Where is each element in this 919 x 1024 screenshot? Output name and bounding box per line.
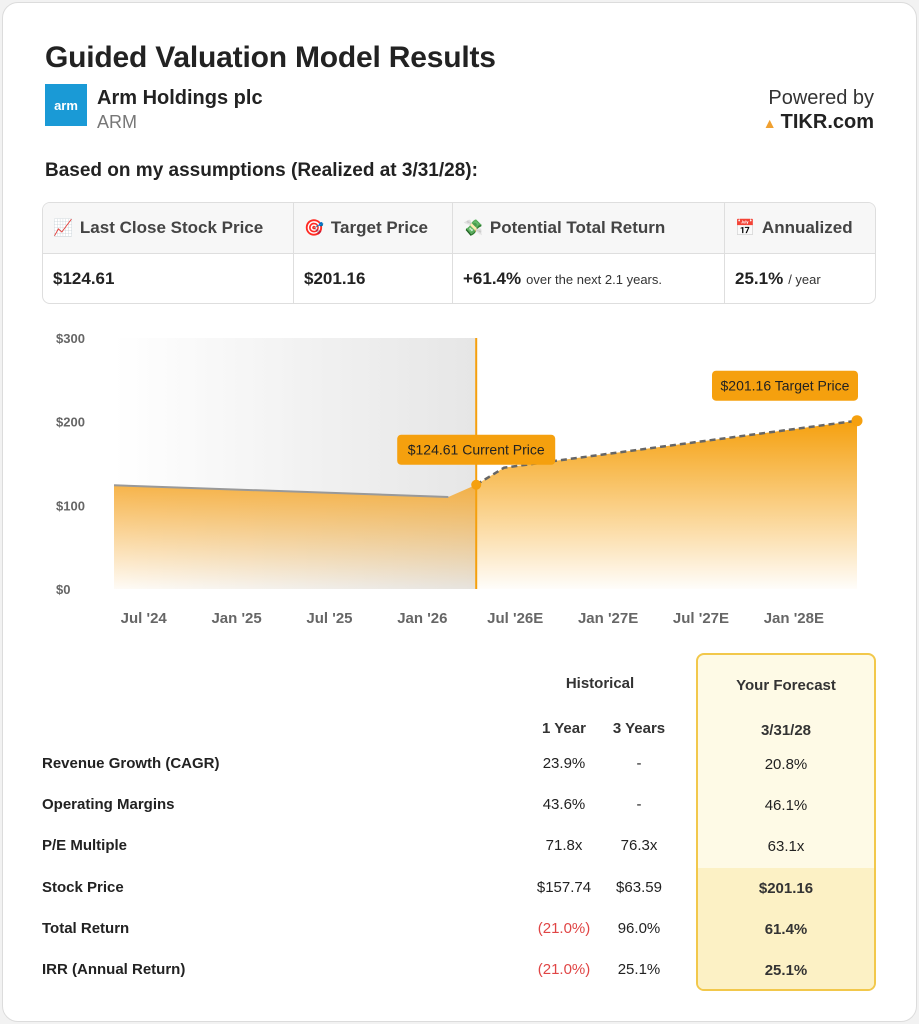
target-price-label: $201.16 Target Price <box>712 370 858 401</box>
metric-3-years: $63.59 <box>616 878 662 896</box>
col-1-year: 1 Year <box>542 720 586 737</box>
chart-up-icon: 📈 <box>53 220 73 237</box>
metrics-table: Historical Your Forecast 1 Year 3 Years … <box>0 650 919 991</box>
current-price-label: $124.61 Current Price <box>397 434 556 465</box>
summary-total-return: 💸 Potential Total Return +61.4% over the n… <box>453 203 725 303</box>
y-tick-label: $200 <box>56 415 85 430</box>
forecast-line <box>475 419 858 486</box>
tikr-logo-icon: ▲ <box>762 114 777 131</box>
forecast-area <box>476 420 857 589</box>
money-icon: 💸 <box>463 220 483 237</box>
metric-3-years: 76.3x <box>620 837 658 855</box>
x-tick-label: Jan '28E <box>764 610 824 627</box>
company-name: Arm Holdings plc <box>97 87 263 109</box>
historical-area <box>114 484 477 589</box>
x-tick-label: Jan '27E <box>578 610 638 627</box>
summary-label: Potential Total Return <box>489 218 666 237</box>
target-price-point <box>851 415 863 427</box>
x-tick-label: Jul '25 <box>306 610 352 627</box>
x-tick-label: Jul '26E <box>487 610 543 627</box>
forecast-column <box>696 653 876 991</box>
col-forecast-date: 3/31/28 <box>760 722 812 739</box>
price-chart: $300 $200 $100 $0 $124.61 Current Price $201.… <box>56 331 863 627</box>
company-logo: arm <box>45 84 87 126</box>
metric-row-label: Total Return <box>42 919 130 937</box>
metric-forecast: 25.1% <box>764 962 808 979</box>
historical-header: Historical <box>565 675 635 692</box>
summary-subtext: over the next 2.1 years. <box>526 271 662 287</box>
x-tick-label: Jul '24 <box>121 610 168 627</box>
summary-value: $124.61 <box>53 269 115 288</box>
assumptions-heading: Based on my assumptions (Realized at 3/3… <box>45 160 478 181</box>
metric-1-year: (21.0%) <box>537 919 591 937</box>
calendar-icon: 📅 <box>735 220 755 237</box>
company-ticker: ARM <box>97 112 137 132</box>
metric-forecast: 46.1% <box>764 797 808 815</box>
summary-table: 📈 Last Close Stock Price $124.61 🎯 Target … <box>42 202 876 304</box>
x-tick-label: Jan '26 <box>397 610 447 627</box>
metric-1-year: (21.0%) <box>537 961 591 978</box>
summary-label: Annualized <box>761 218 853 237</box>
summary-annualized: 📅 Annualized 25.1% / year <box>725 203 875 303</box>
metric-1-year: 71.8x <box>545 837 583 855</box>
x-tick-label: Jan '25 <box>211 610 261 627</box>
y-tick-label: $100 <box>56 498 85 513</box>
current-price-label-text: $124.61 Current Price <box>408 442 545 458</box>
summary-value: +61.4% <box>463 269 522 288</box>
brand-name: TIKR.com <box>780 111 874 133</box>
summary-last-close: 📈 Last Close Stock Price $124.61 <box>43 203 294 303</box>
metric-forecast: 61.4% <box>764 920 808 938</box>
metric-1-year: $157.74 <box>536 878 592 896</box>
forecast-header: Your Forecast <box>736 677 836 694</box>
current-price-point <box>471 479 482 490</box>
target-price-label-text: $201.16 Target Price <box>721 378 850 394</box>
summary-target-price: 🎯 Target Price $201.16 <box>294 203 453 303</box>
brand-link[interactable]: ▲ TIKR.com <box>763 111 874 134</box>
metric-3-years: - <box>636 796 642 814</box>
summary-subtext: / year <box>788 271 821 287</box>
powered-by-label: Powered by <box>768 87 874 109</box>
metric-row-label: Revenue Growth (CAGR) <box>42 755 220 772</box>
metric-row-label: IRR (Annual Return) <box>42 961 186 978</box>
metric-forecast: $201.16 <box>758 879 814 897</box>
metric-3-years: 25.1% <box>617 961 661 978</box>
summary-label: Target Price <box>330 218 428 237</box>
metric-row-label: Operating Margins <box>42 796 175 814</box>
metric-row-label: Stock Price <box>42 878 124 896</box>
historical-line <box>113 484 449 498</box>
y-tick-label: $0 <box>56 582 70 597</box>
page-title: Guided Valuation Model Results <box>45 41 496 74</box>
y-tick-label: $300 <box>56 331 85 346</box>
metric-forecast: 63.1x <box>767 838 805 856</box>
metric-3-years: 96.0% <box>617 919 661 937</box>
metric-forecast: 20.8% <box>764 756 808 773</box>
metric-1-year: 23.9% <box>542 755 586 772</box>
summary-label: Last Close Stock Price <box>79 218 264 237</box>
summary-value: 25.1% <box>735 269 784 288</box>
summary-value: $201.16 <box>304 269 366 288</box>
x-tick-label: Jul '27E <box>673 610 729 627</box>
metric-1-year: 43.6% <box>542 796 586 814</box>
metric-3-years: - <box>636 755 642 772</box>
col-3-years: 3 Years <box>612 720 666 737</box>
metric-row-label: P/E Multiple <box>42 837 128 855</box>
target-icon: 🎯 <box>304 220 324 237</box>
